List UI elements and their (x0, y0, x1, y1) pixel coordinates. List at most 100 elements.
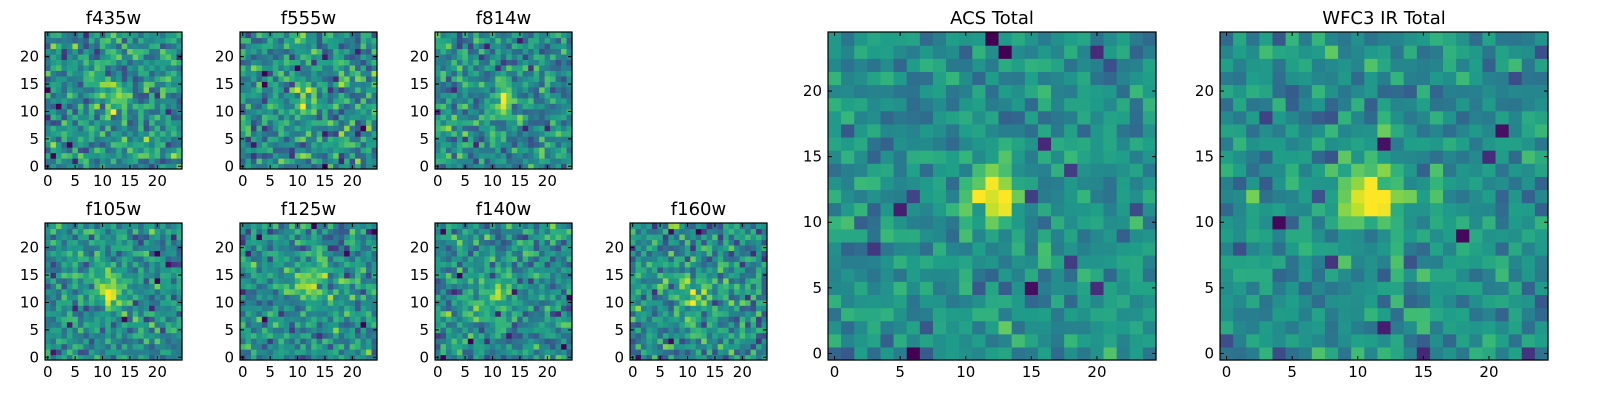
heatmap-cell (1024, 268, 1039, 282)
heatmap-cell (1037, 228, 1052, 243)
heatmap-cell (278, 283, 285, 290)
heatmap-cell (1090, 215, 1105, 230)
heatmap-cell (61, 233, 68, 241)
heatmap-cell (154, 244, 161, 251)
heatmap-cell (717, 277, 724, 284)
heatmap-cell (919, 228, 934, 243)
heatmap-cell (561, 283, 568, 290)
heatmap-cell (300, 239, 307, 246)
heatmap-cell (456, 114, 463, 121)
heatmap-cell (171, 239, 178, 246)
heatmap-cell (66, 288, 73, 295)
heatmap-cell (684, 327, 691, 334)
heatmap-cell (300, 147, 307, 154)
heatmap-cell (116, 349, 123, 356)
heatmap-cell (316, 272, 323, 279)
heatmap-cell (561, 103, 568, 110)
heatmap-cell (88, 59, 95, 66)
heatmap-cell (316, 37, 323, 44)
heatmap-cell (250, 92, 258, 99)
heatmap-cell (473, 223, 480, 230)
heatmap-cell (651, 233, 658, 241)
heatmap-cell (679, 338, 686, 345)
heatmap-cell (662, 310, 669, 317)
heatmap-cell (61, 147, 68, 154)
heatmap-cell (511, 250, 518, 257)
heatmap-cell (300, 152, 307, 159)
heatmap-cell (366, 277, 373, 284)
heatmap-cell (72, 147, 79, 154)
heatmap-cell (66, 305, 73, 312)
heatmap-cell (77, 321, 84, 328)
heatmap-cell (756, 354, 763, 361)
heatmap-cell (640, 332, 648, 339)
heatmap-cell (355, 147, 362, 154)
heatmap-cell (635, 327, 642, 334)
heatmap-cell (1077, 268, 1091, 282)
heatmap-cell (116, 130, 123, 137)
heatmap-cell (745, 255, 752, 262)
heatmap-cell (316, 152, 323, 159)
heatmap-cell (456, 266, 463, 273)
heatmap-cell (300, 42, 307, 50)
heatmap-cell (517, 316, 524, 323)
heatmap-cell (143, 64, 150, 71)
heatmap-cell (668, 244, 675, 251)
heatmap-cell (171, 305, 178, 312)
heatmap-cell (462, 327, 469, 334)
heatmap-cell (919, 281, 934, 295)
heatmap-cell (566, 125, 573, 132)
heatmap-cell (45, 97, 52, 104)
heatmap-cell (528, 261, 535, 268)
heatmap-cell (171, 75, 178, 82)
heatmap-cell (66, 321, 73, 328)
heatmap-cell (278, 103, 285, 110)
heatmap-cell (684, 299, 691, 306)
heatmap-cell (116, 261, 123, 268)
heatmap-cell (462, 81, 469, 88)
heatmap-cell (435, 349, 442, 356)
heatmap-cell (739, 266, 746, 273)
heatmap-cell (105, 343, 112, 350)
heatmap-cell (566, 343, 573, 350)
heatmap-cell (946, 163, 960, 177)
heatmap-cell (61, 223, 68, 230)
heatmap-cell (344, 277, 351, 284)
heatmap-cell (440, 266, 447, 273)
heatmap-cell (528, 163, 535, 170)
heatmap-cell (149, 299, 156, 306)
heatmap-cell (349, 316, 356, 323)
heatmap-cell (539, 354, 546, 361)
heatmap-cell (289, 223, 296, 230)
heatmap-cell (1011, 281, 1026, 295)
heatmap-cell (349, 321, 356, 328)
heatmap-cell (267, 277, 274, 284)
heatmap-cell (360, 141, 367, 148)
heatmap-cell (506, 141, 513, 148)
heatmap-cell (245, 310, 252, 317)
heatmap-cell (828, 228, 842, 243)
heatmap-cell (267, 338, 274, 345)
heatmap-cell (646, 294, 653, 301)
heatmap-cell (338, 130, 345, 137)
heatmap-cell (256, 261, 263, 268)
heatmap-cell (294, 92, 301, 99)
heatmap-cell (261, 48, 268, 55)
heatmap-cell (690, 277, 697, 284)
heatmap-cell (61, 327, 68, 334)
heatmap-cell (355, 299, 362, 306)
heatmap-cell (690, 299, 697, 306)
heatmap-cell (544, 125, 551, 132)
heatmap-cell (176, 48, 183, 55)
heatmap-cell (256, 228, 263, 235)
heatmap-cell (149, 86, 156, 93)
heatmap-cell (734, 244, 741, 251)
heatmap-cell (311, 250, 318, 257)
heatmap-cell (116, 321, 123, 328)
heatmap-cell (99, 37, 106, 44)
heatmap-cell (489, 277, 496, 284)
heatmap-cell (1090, 307, 1105, 322)
heatmap-cell (171, 332, 178, 339)
heatmap-cell (267, 108, 274, 115)
heatmap-cell (245, 70, 252, 77)
